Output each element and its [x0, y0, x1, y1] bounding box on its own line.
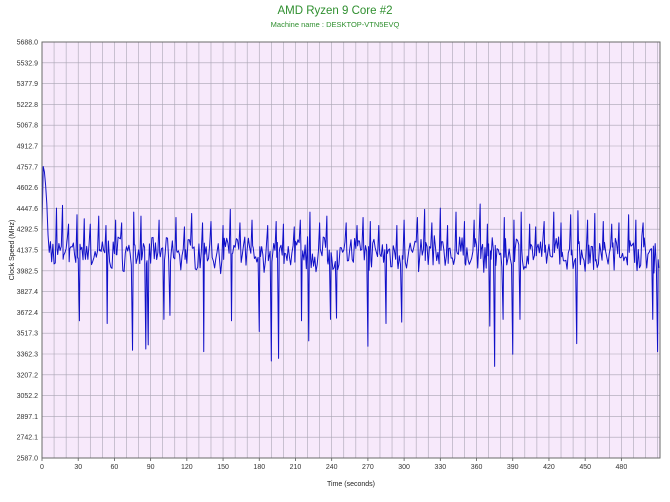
y-tick-label: 4912.7 [17, 144, 39, 151]
y-tick-label: 4137.5 [17, 248, 39, 255]
y-tick-label: 3362.3 [17, 351, 39, 358]
x-axis-ticks: 0 30 60 90 120 150 180 210 240 270 300 330 360 390 420… [40, 458, 627, 471]
y-tick-label: 5067.8 [17, 123, 39, 130]
y-tick-label: 4757.7 [17, 164, 39, 171]
y-tick-label: 4602.6 [17, 185, 39, 192]
x-tick-label: 30 [74, 464, 82, 471]
chart-title: AMD Ryzen 9 Core #2 [277, 5, 393, 17]
x-tick-label: 390 [507, 464, 519, 471]
x-tick-label: 240 [326, 464, 338, 471]
y-tick-label: 5222.8 [17, 102, 39, 109]
y-tick-label: 5532.9 [17, 60, 39, 67]
y-tick-label: 2587.0 [17, 456, 39, 463]
y-axis-label: Clock Speed (MHz) [9, 220, 16, 281]
y-tick-label: 2897.1 [17, 414, 39, 421]
y-tick-label: 5688.0 [17, 40, 39, 47]
x-tick-label: 90 [147, 464, 155, 471]
y-axis-ticks: 5688.0 5532.9 5377.9 5222.8 5067.8 4912.7 4757… [17, 40, 39, 463]
x-tick-label: 150 [217, 464, 229, 471]
y-tick-label: 3672.4 [17, 310, 39, 317]
y-tick-label: 2742.1 [17, 435, 39, 442]
y-tick-label: 3207.2 [17, 372, 39, 379]
y-tick-label: 4292.5 [17, 227, 39, 234]
y-tick-label: 3052.2 [17, 393, 39, 400]
x-tick-label: 450 [579, 464, 591, 471]
x-tick-label: 420 [543, 464, 555, 471]
x-tick-label: 210 [290, 464, 302, 471]
y-tick-label: 3982.5 [17, 268, 39, 275]
x-tick-label: 300 [398, 464, 410, 471]
x-tick-label: 270 [362, 464, 374, 471]
y-tick-label: 3827.4 [17, 289, 39, 296]
x-axis-label: Time (seconds) [327, 481, 375, 488]
y-tick-label: 3517.3 [17, 331, 39, 338]
x-tick-label: 480 [616, 464, 628, 471]
x-tick-label: 360 [471, 464, 483, 471]
chart-subtitle: Machine name : DESKTOP-VTN5EVQ [270, 20, 400, 29]
x-tick-label: 180 [253, 464, 265, 471]
plot-frame [41, 41, 661, 459]
x-tick-label: 120 [181, 464, 193, 471]
grid [41, 41, 660, 459]
x-tick-label: 0 [40, 464, 44, 471]
x-tick-label: 60 [111, 464, 119, 471]
series-line [41, 165, 660, 367]
y-tick-label: 4447.6 [17, 206, 39, 213]
x-tick-label: 330 [434, 464, 446, 471]
y-tick-label: 5377.9 [17, 81, 39, 88]
